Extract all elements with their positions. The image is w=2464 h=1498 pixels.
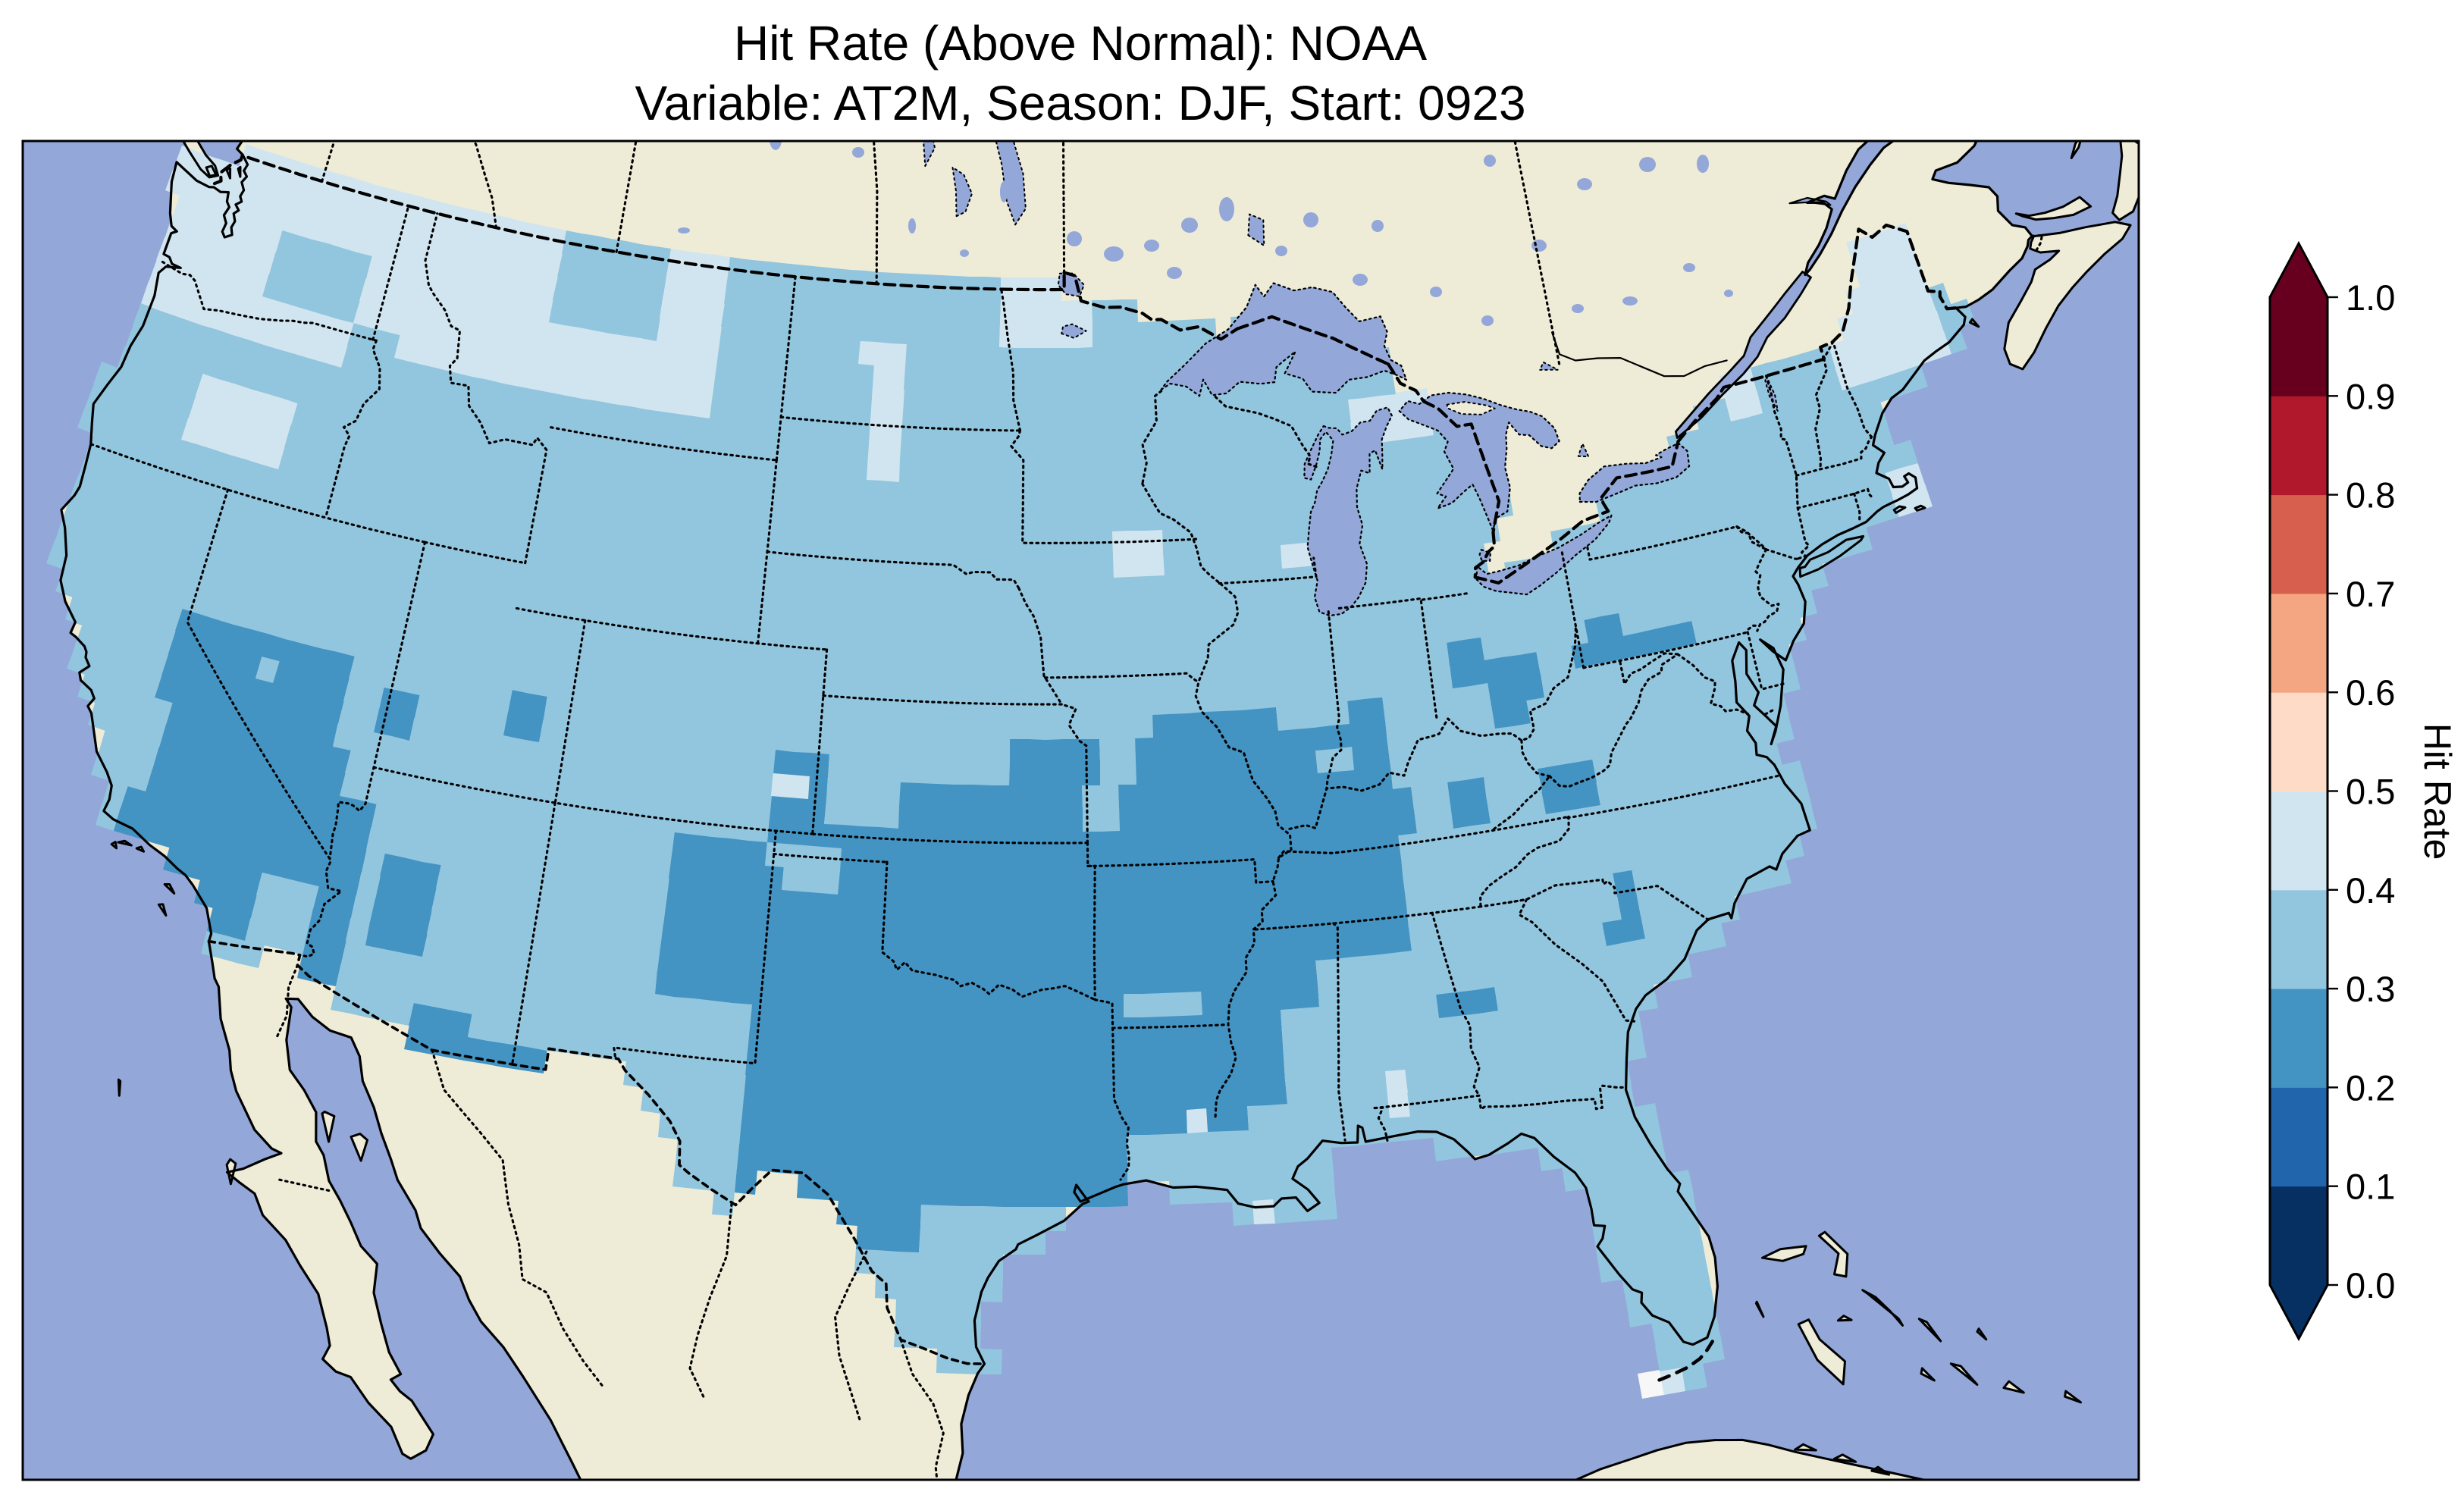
svg-text:Variable: AT2M, Season: DJF, S: Variable: AT2M, Season: DJF, Start: 0923: [635, 76, 1525, 130]
svg-text:Hit Rate (Above Normal): NOAA: Hit Rate (Above Normal): NOAA: [734, 16, 1427, 71]
svg-text:0.8: 0.8: [2346, 475, 2395, 516]
svg-text:0.1: 0.1: [2346, 1167, 2395, 1207]
svg-text:0.9: 0.9: [2346, 376, 2395, 416]
svg-text:0.7: 0.7: [2346, 574, 2395, 614]
svg-text:0.3: 0.3: [2346, 969, 2395, 1009]
svg-text:0.5: 0.5: [2346, 772, 2395, 812]
svg-text:0.2: 0.2: [2346, 1067, 2395, 1108]
svg-text:0.6: 0.6: [2346, 672, 2395, 713]
svg-text:0.4: 0.4: [2346, 870, 2395, 910]
svg-text:Hit Rate: Hit Rate: [2416, 723, 2459, 860]
svg-text:0.0: 0.0: [2346, 1265, 2395, 1305]
svg-text:1.0: 1.0: [2346, 277, 2395, 318]
